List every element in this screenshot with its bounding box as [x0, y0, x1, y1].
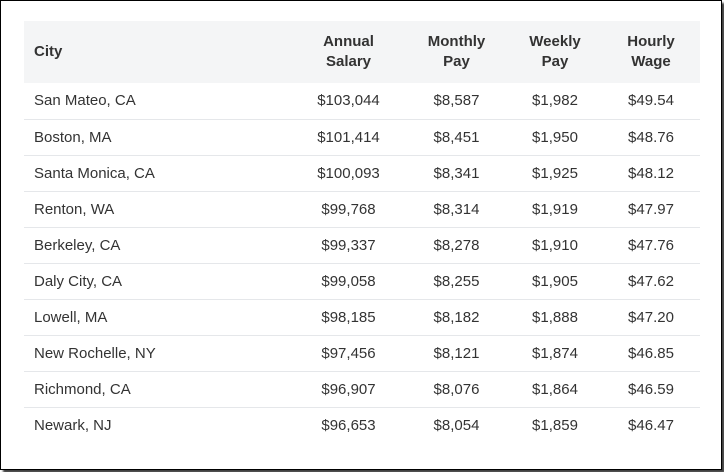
cell-city: Boston, MA — [34, 128, 112, 146]
cell-annual-salary: $97,456 — [321, 344, 376, 362]
header-row: City Annual Salary Monthly Pay Weekly Pa… — [24, 21, 700, 83]
table-row: Newark, NJ $96,653 $8,054 $1,859 $46.47 — [24, 407, 700, 443]
cell-city: Berkeley, CA — [34, 236, 121, 254]
table-row: San Mateo, CA $103,044 $8,587 $1,982 $49… — [24, 83, 700, 119]
cell-weekly-pay: $1,864 — [532, 380, 578, 398]
header-hourly-wage: Hourly Wage — [602, 21, 700, 83]
cell-annual-salary: $100,093 — [317, 164, 380, 182]
table-row: Daly City, CA $99,058 $8,255 $1,905 $47.… — [24, 263, 700, 299]
cell-annual-salary: $99,058 — [321, 272, 376, 290]
cell-annual-salary: $103,044 — [317, 92, 380, 110]
cell-annual-salary: $101,414 — [317, 128, 380, 146]
header-hourly-line2: Wage — [631, 53, 671, 70]
header-weekly-line1: Weekly — [529, 33, 581, 50]
table-row: Richmond, CA $96,907 $8,076 $1,864 $46.5… — [24, 371, 700, 407]
cell-weekly-pay: $1,859 — [532, 416, 578, 434]
header-annual-line1: Annual — [323, 33, 374, 50]
header-monthly-line2: Pay — [443, 53, 470, 70]
table-row: Santa Monica, CA $100,093 $8,341 $1,925 … — [24, 155, 700, 191]
salary-table: City Annual Salary Monthly Pay Weekly Pa… — [24, 21, 700, 443]
cell-city: Santa Monica, CA — [34, 164, 155, 182]
cell-annual-salary: $99,337 — [321, 236, 376, 254]
header-city: City — [24, 21, 292, 83]
cell-hourly-wage: $49.54 — [628, 92, 674, 110]
cell-monthly-pay: $8,314 — [433, 200, 480, 218]
table-row: Renton, WA $99,768 $8,314 $1,919 $47.97 — [24, 191, 700, 227]
cell-annual-salary: $99,768 — [321, 200, 376, 218]
cell-hourly-wage: $46.47 — [628, 416, 674, 434]
cell-monthly-pay: $8,121 — [433, 344, 480, 362]
table-body: San Mateo, CA $103,044 $8,587 $1,982 $49… — [24, 83, 700, 443]
table-row: New Rochelle, NY $97,456 $8,121 $1,874 $… — [24, 335, 700, 371]
cell-monthly-pay: $8,341 — [433, 164, 480, 182]
header-hourly-line1: Hourly — [627, 33, 675, 50]
table-row: Lowell, MA $98,185 $8,182 $1,888 $47.20 — [24, 299, 700, 335]
cell-city: Lowell, MA — [34, 308, 108, 326]
cell-annual-salary: $96,653 — [321, 416, 376, 434]
cell-hourly-wage: $48.76 — [628, 128, 674, 146]
cell-hourly-wage: $46.85 — [628, 344, 674, 362]
cell-weekly-pay: $1,910 — [532, 236, 578, 254]
header-annual-line2: Salary — [325, 53, 372, 70]
cell-hourly-wage: $48.12 — [628, 164, 674, 182]
cell-city: Newark, NJ — [34, 416, 112, 434]
cell-city: Daly City, CA — [34, 272, 123, 290]
cell-city: Renton, WA — [34, 200, 115, 218]
table-header: City Annual Salary Monthly Pay Weekly Pa… — [24, 21, 700, 83]
cell-annual-salary: $96,907 — [321, 380, 376, 398]
cell-annual-salary: $98,185 — [321, 308, 376, 326]
cell-city: Richmond, CA — [34, 380, 131, 398]
header-annual-salary: Annual Salary — [292, 21, 405, 83]
cell-monthly-pay: $8,255 — [433, 272, 480, 290]
cell-weekly-pay: $1,874 — [532, 344, 578, 362]
table-row: Berkeley, CA $99,337 $8,278 $1,910 $47.7… — [24, 227, 700, 263]
cell-monthly-pay: $8,182 — [433, 308, 480, 326]
cell-hourly-wage: $47.76 — [628, 236, 674, 254]
cell-weekly-pay: $1,919 — [532, 200, 578, 218]
cell-monthly-pay: $8,054 — [433, 416, 480, 434]
cell-monthly-pay: $8,587 — [433, 92, 480, 110]
cell-weekly-pay: $1,982 — [532, 92, 578, 110]
cell-hourly-wage: $46.59 — [628, 380, 674, 398]
cell-hourly-wage: $47.62 — [628, 272, 674, 290]
table-row: Boston, MA $101,414 $8,451 $1,950 $48.76 — [24, 119, 700, 155]
header-monthly-pay: Monthly Pay — [405, 21, 508, 83]
cell-city: San Mateo, CA — [34, 92, 136, 110]
cell-monthly-pay: $8,451 — [433, 128, 480, 146]
header-weekly-pay: Weekly Pay — [508, 21, 602, 83]
cell-hourly-wage: $47.97 — [628, 200, 674, 218]
cell-hourly-wage: $47.20 — [628, 308, 674, 326]
header-monthly-line1: Monthly — [427, 33, 486, 50]
header-city-label: City — [34, 43, 63, 60]
cell-weekly-pay: $1,905 — [532, 272, 578, 290]
cell-monthly-pay: $8,278 — [433, 236, 480, 254]
header-weekly-line2: Pay — [541, 53, 569, 70]
cell-weekly-pay: $1,925 — [532, 164, 578, 182]
cell-monthly-pay: $8,076 — [433, 380, 480, 398]
cell-city: New Rochelle, NY — [34, 344, 156, 362]
cell-weekly-pay: $1,950 — [532, 128, 578, 146]
cell-weekly-pay: $1,888 — [532, 308, 578, 326]
